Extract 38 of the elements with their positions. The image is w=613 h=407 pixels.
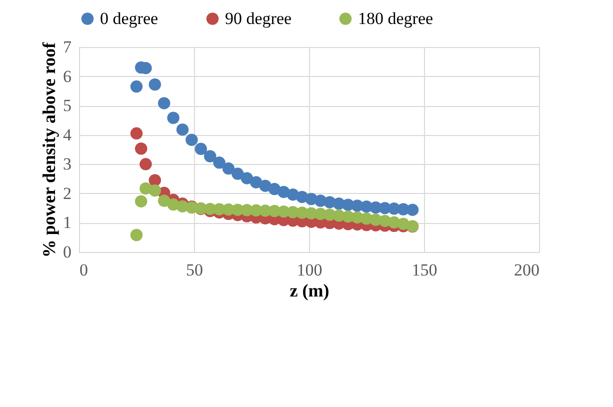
point xyxy=(167,112,180,124)
y-tick-label: 7 xyxy=(63,38,72,56)
point xyxy=(134,142,148,155)
point xyxy=(194,142,208,156)
y-tick-label: 1 xyxy=(63,213,72,232)
y-tick-label: 3 xyxy=(63,154,72,174)
point xyxy=(222,162,235,175)
legend-label: 180 degree xyxy=(358,8,434,28)
point xyxy=(406,204,419,216)
y-axis-title: % power density above roof xyxy=(39,41,59,258)
point xyxy=(148,184,162,197)
y-tick-label: 5 xyxy=(63,96,72,116)
y-tick-label: 4 xyxy=(63,125,72,144)
point xyxy=(140,158,152,170)
point xyxy=(186,134,198,146)
y-tick-label: 0 xyxy=(63,242,72,262)
point xyxy=(213,156,226,169)
point xyxy=(148,174,162,186)
y-tick-label: 6 xyxy=(63,66,72,86)
x-tick-label: 100 xyxy=(296,260,322,280)
x-tick-label: 200 xyxy=(514,260,540,280)
x-axis-title: z (m) xyxy=(290,280,330,300)
y-tick-label: 2 xyxy=(63,184,72,203)
point xyxy=(130,127,143,140)
point xyxy=(158,97,170,110)
x-tick-label: 150 xyxy=(412,260,438,280)
point xyxy=(148,78,162,91)
point xyxy=(130,228,143,242)
x-tick-label: 0 xyxy=(80,260,88,280)
point xyxy=(232,168,244,180)
point xyxy=(204,150,216,162)
point xyxy=(240,172,254,184)
point xyxy=(134,195,148,208)
legend-label: 0 degree xyxy=(100,8,158,28)
legend-label: 90 degree xyxy=(225,8,292,28)
point xyxy=(130,80,143,93)
x-tick-label: 50 xyxy=(186,260,203,280)
point xyxy=(176,123,189,136)
